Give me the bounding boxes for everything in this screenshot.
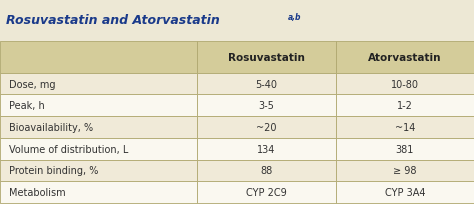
Text: Volume of distribution, L: Volume of distribution, L: [9, 144, 128, 154]
Text: 381: 381: [396, 144, 414, 154]
Text: Protein binding, %: Protein binding, %: [9, 166, 98, 176]
Bar: [336, 117, 474, 138]
Bar: [336, 42, 474, 73]
Bar: [336, 138, 474, 160]
Bar: [197, 117, 336, 138]
Bar: [336, 95, 474, 117]
Text: Rosuvastatin: Rosuvastatin: [228, 53, 305, 63]
Text: Peak, h: Peak, h: [9, 101, 44, 111]
Bar: [197, 42, 336, 73]
Text: Dose, mg: Dose, mg: [9, 79, 55, 89]
Text: 10-80: 10-80: [391, 79, 419, 89]
Bar: [197, 73, 336, 95]
Bar: [336, 181, 474, 203]
Text: Atorvastatin: Atorvastatin: [368, 53, 442, 63]
Text: 134: 134: [257, 144, 275, 154]
Bar: [0, 42, 197, 73]
Bar: [197, 160, 336, 181]
Text: ~14: ~14: [395, 122, 415, 132]
Text: a,b: a,b: [288, 13, 301, 22]
Text: Metabolism: Metabolism: [9, 187, 65, 197]
Bar: [0, 160, 197, 181]
Bar: [197, 95, 336, 117]
Text: ≥ 98: ≥ 98: [393, 166, 417, 176]
Bar: [0, 73, 197, 95]
Text: 3-5: 3-5: [258, 101, 274, 111]
Bar: [336, 73, 474, 95]
Bar: [0, 95, 197, 117]
Bar: [197, 138, 336, 160]
Text: CYP 3A4: CYP 3A4: [384, 187, 425, 197]
Text: 88: 88: [260, 166, 272, 176]
Text: CYP 2C9: CYP 2C9: [246, 187, 286, 197]
Text: 1-2: 1-2: [397, 101, 413, 111]
Bar: [197, 181, 336, 203]
Text: ~20: ~20: [256, 122, 276, 132]
Bar: [0, 117, 197, 138]
Bar: [336, 160, 474, 181]
Text: Rosuvastatin and Atorvastatin: Rosuvastatin and Atorvastatin: [6, 14, 219, 27]
Bar: [0, 138, 197, 160]
Text: 5-40: 5-40: [255, 79, 277, 89]
Bar: [0, 181, 197, 203]
Text: Bioavailability, %: Bioavailability, %: [9, 122, 92, 132]
